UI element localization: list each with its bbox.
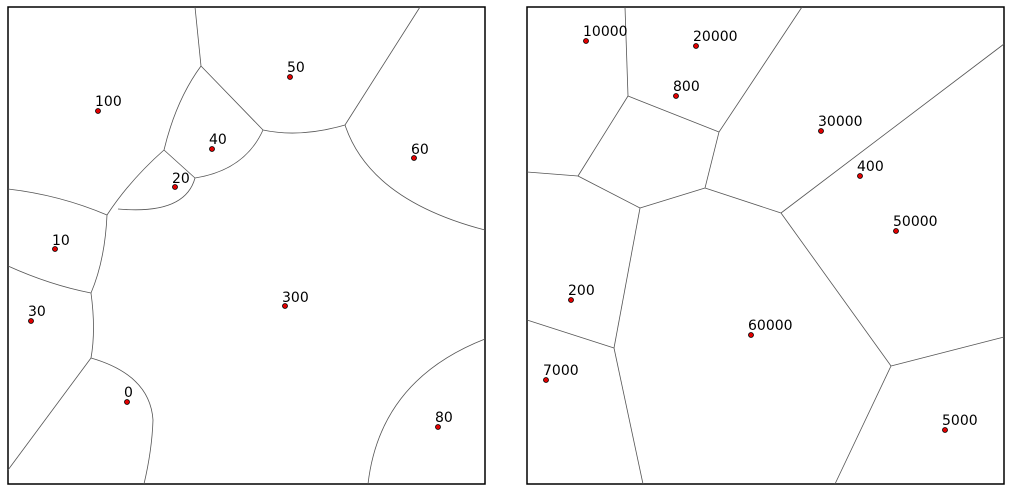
site-point <box>52 246 58 252</box>
site-label: 200 <box>568 283 595 299</box>
cell-edges-right <box>526 6 1005 485</box>
site-point <box>568 297 574 303</box>
site-label: 20000 <box>693 29 738 45</box>
site-point <box>673 93 679 99</box>
site-label: 800 <box>673 79 700 95</box>
site-point <box>172 184 178 190</box>
site-label: 10000 <box>583 24 628 40</box>
site-point <box>282 303 288 309</box>
site-point <box>435 424 441 430</box>
site-point <box>95 108 101 114</box>
voronoi-panel-left: 100 50 40 20 60 10 300 30 0 80 <box>7 6 486 485</box>
site-label: 0 <box>124 385 133 401</box>
site-label: 30000 <box>818 114 863 130</box>
site-label: 7000 <box>543 363 579 379</box>
site-point <box>893 228 899 234</box>
site-points-right <box>543 38 948 433</box>
site-point <box>287 74 293 80</box>
site-label: 5000 <box>942 413 978 429</box>
site-label: 400 <box>857 159 884 175</box>
site-point <box>818 128 824 134</box>
site-label: 100 <box>95 94 122 110</box>
site-point <box>693 43 699 49</box>
site-point <box>28 318 34 324</box>
site-labels-left: 100 50 40 20 60 10 300 30 0 80 <box>28 60 453 426</box>
cell-edges-left <box>7 6 486 485</box>
site-point <box>583 38 589 44</box>
site-point <box>942 427 948 433</box>
site-point <box>411 155 417 161</box>
site-point <box>209 146 215 152</box>
site-label: 30 <box>28 304 46 320</box>
site-label: 60 <box>411 142 429 158</box>
site-point <box>124 399 130 405</box>
site-labels-right: 10000 20000 800 30000 400 50000 200 6000… <box>543 24 978 429</box>
site-point <box>748 332 754 338</box>
site-label: 60000 <box>748 318 793 334</box>
panel-frame-left <box>7 6 486 485</box>
site-points-left <box>28 74 441 430</box>
site-label: 50 <box>287 60 305 76</box>
site-point <box>857 173 863 179</box>
site-label: 300 <box>282 290 309 306</box>
site-label: 10 <box>52 233 70 249</box>
site-label: 40 <box>209 132 227 148</box>
site-label: 50000 <box>893 214 938 230</box>
panel-frame-right <box>526 6 1005 485</box>
site-point <box>543 377 549 383</box>
site-label: 80 <box>435 410 453 426</box>
site-label: 20 <box>172 171 190 187</box>
voronoi-panel-right: 10000 20000 800 30000 400 50000 200 6000… <box>526 6 1005 485</box>
